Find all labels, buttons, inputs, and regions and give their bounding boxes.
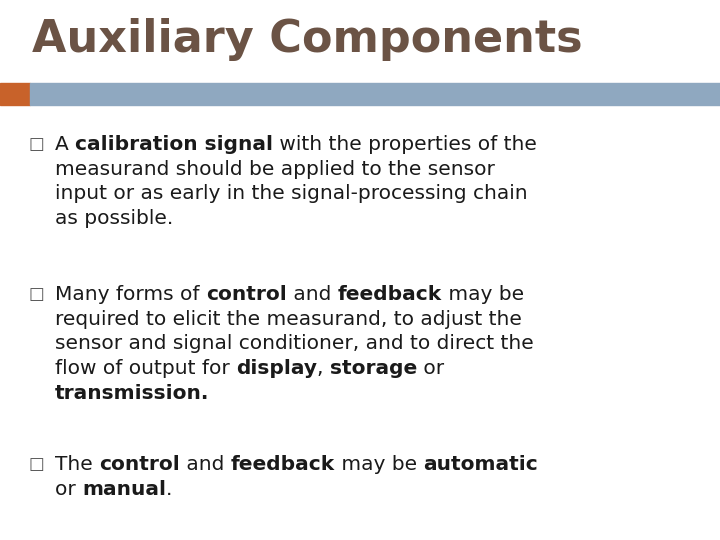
Text: feedback: feedback — [230, 455, 335, 474]
Text: □: □ — [28, 135, 44, 153]
Text: or: or — [418, 359, 444, 378]
Text: sensor and signal conditioner, and to direct the: sensor and signal conditioner, and to di… — [55, 334, 534, 353]
Text: as possible.: as possible. — [55, 209, 174, 228]
Text: display: display — [236, 359, 317, 378]
Text: control: control — [206, 285, 287, 304]
Text: .: . — [166, 480, 173, 499]
Text: or: or — [55, 480, 82, 499]
Text: input or as early in the signal-processing chain: input or as early in the signal-processi… — [55, 184, 528, 204]
Text: calibration signal: calibration signal — [75, 135, 273, 154]
Text: flow of output for: flow of output for — [55, 359, 236, 378]
Text: measurand should be applied to the sensor: measurand should be applied to the senso… — [55, 160, 495, 179]
Text: automatic: automatic — [423, 455, 538, 474]
Text: A: A — [55, 135, 75, 154]
Text: ,: , — [317, 359, 330, 378]
Text: manual: manual — [82, 480, 166, 499]
Text: feedback: feedback — [338, 285, 441, 304]
Text: may be: may be — [441, 285, 523, 304]
Text: □: □ — [28, 455, 44, 473]
Bar — [0, 83, 30, 105]
Text: Auxiliary Components: Auxiliary Components — [32, 18, 582, 61]
Text: and: and — [180, 455, 230, 474]
Text: transmission.: transmission. — [55, 384, 210, 403]
Text: storage: storage — [330, 359, 418, 378]
Text: required to elicit the measurand, to adjust the: required to elicit the measurand, to adj… — [55, 310, 522, 329]
Text: Many forms of: Many forms of — [55, 285, 206, 304]
Text: □: □ — [28, 285, 44, 303]
Bar — [30, 83, 720, 105]
Text: and: and — [287, 285, 338, 304]
Text: control: control — [99, 455, 180, 474]
Text: The: The — [55, 455, 99, 474]
Text: may be: may be — [335, 455, 423, 474]
Text: with the properties of the: with the properties of the — [273, 135, 537, 154]
